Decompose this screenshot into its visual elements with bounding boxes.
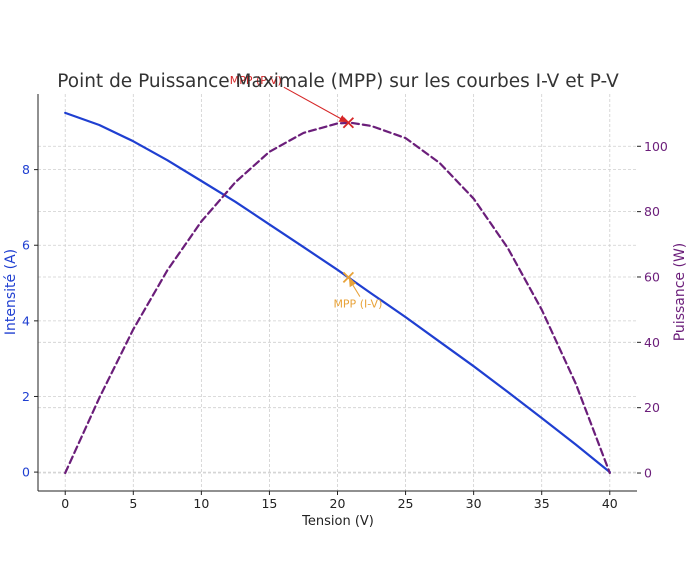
y-left-tick-label: 6 — [22, 238, 30, 253]
x-tick-label: 30 — [466, 496, 482, 511]
x-tick-label: 20 — [330, 496, 346, 511]
x-tick-label: 10 — [193, 496, 209, 511]
x-tick-label: 15 — [261, 496, 277, 511]
mpp-label: MPP (P-V) — [230, 74, 282, 87]
y-left-tick-label: 2 — [22, 389, 30, 404]
y-left-tick-label: 4 — [22, 313, 30, 328]
grid — [38, 94, 637, 491]
y-left-tick-label: 8 — [22, 162, 30, 177]
y-right-tick-label: 100 — [644, 139, 668, 154]
current-curve — [64, 111, 611, 474]
power-curve — [64, 121, 611, 475]
x-tick-label: 25 — [398, 496, 414, 511]
y-right-tick-label: 80 — [644, 204, 660, 219]
x-tick-label: 0 — [61, 496, 69, 511]
mpp-arrow — [283, 86, 348, 123]
y-right-tick-label: 20 — [644, 400, 660, 415]
y-left-tick-label: 0 — [22, 465, 30, 480]
series-layer — [64, 111, 611, 475]
mpp-marker — [342, 117, 355, 129]
y-axis-right-label: Puissance (W) — [672, 243, 688, 342]
annotations-layer: MPP (P-V) MPP (I-V) — [230, 74, 383, 310]
mpp-marker — [342, 271, 355, 284]
x-axis-label: Tension (V) — [301, 514, 374, 529]
x-tick-label: 40 — [602, 496, 618, 511]
x-tick-label: 5 — [129, 496, 137, 511]
y-right-tick-label: 40 — [644, 335, 660, 350]
mpp-label: MPP (I-V) — [333, 298, 382, 311]
y-right-tick-label: 0 — [644, 466, 652, 481]
mpp-arrow — [348, 278, 361, 297]
y-axis-left-label: Intensité (A) — [3, 249, 19, 335]
y-right-tick-label: 60 — [644, 269, 660, 284]
chart-title: Point de Puissance Maximale (MPP) sur le… — [57, 71, 619, 92]
x-tick-label: 35 — [534, 496, 550, 511]
